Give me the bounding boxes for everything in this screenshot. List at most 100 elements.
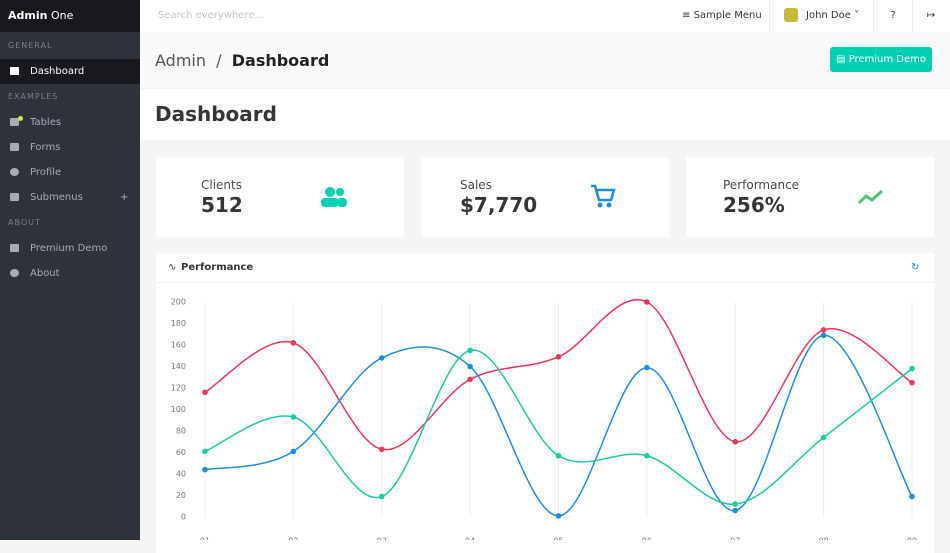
series-line [204, 299, 913, 451]
stat-card: Performance 256% [686, 157, 934, 237]
brand-light: One [50, 9, 74, 22]
title-bar: Admin / Dashboard ▤ Premium Demo [140, 32, 950, 89]
menu-text: Dashboard [30, 66, 85, 77]
menu-text: Forms [30, 142, 61, 153]
data-point [644, 299, 650, 305]
data-point [202, 448, 208, 455]
brand-bold: Admin [8, 9, 48, 22]
x-tick-label: 03 [377, 537, 387, 541]
data-point [732, 438, 739, 445]
stat-card: Clients 512 [156, 157, 404, 237]
menu-item[interactable]: Premium Demo [0, 236, 140, 261]
menu-text: Tables [30, 117, 62, 128]
data-point [378, 493, 385, 500]
brand[interactable]: Admin One [0, 0, 140, 32]
y-tick-label: 180 [171, 319, 186, 328]
menu-item[interactable]: Profile [0, 160, 140, 185]
data-point [202, 389, 208, 396]
y-tick-label: 20 [176, 491, 186, 500]
menu-item[interactable]: Submenus + [0, 185, 140, 210]
y-tick-label: 60 [176, 448, 186, 457]
y-tick-label: 200 [171, 298, 186, 307]
page: Admin One GENERAL Dashboard EXAMPLES Tab… [0, 0, 950, 540]
data-point [202, 466, 208, 473]
hero-title: Dashboard [155, 102, 277, 126]
x-tick-label: 07 [730, 537, 740, 541]
refresh-button[interactable]: ↻ [911, 262, 920, 273]
navbar: Search everywhere... ≡ Sample Menu ˅ Joh… [140, 0, 950, 53]
data-point [644, 364, 650, 371]
card-value: 512 [201, 193, 243, 217]
menu-item[interactable]: Dashboard [0, 59, 140, 84]
x-tick-label: 04 [465, 537, 475, 541]
sidebar: Admin One GENERAL Dashboard EXAMPLES Tab… [0, 0, 140, 540]
breadcrumb-item[interactable]: Admin [155, 51, 206, 70]
y-tick-label: 160 [171, 341, 186, 350]
performance-icon [857, 189, 884, 205]
data-point [290, 340, 297, 346]
series-line [204, 349, 913, 505]
y-tick-label: 0 [181, 513, 186, 522]
menu-item[interactable]: About [0, 261, 140, 286]
x-tick-label: 08 [819, 537, 829, 541]
sample-menu[interactable]: ≡ Sample Menu ˅ [660, 0, 770, 53]
section-label: EXAMPLES [8, 92, 59, 101]
card-value: $7,770 [460, 193, 538, 217]
data-point [467, 363, 473, 370]
menu-text: Profile [30, 167, 62, 178]
help-button[interactable]: ? [874, 0, 913, 32]
card-label: Performance [723, 178, 800, 192]
data-point [378, 446, 385, 453]
data-point [290, 414, 297, 420]
user-name: John Doe [806, 10, 851, 21]
y-tick-label: 100 [171, 405, 186, 414]
chart: 01 02 03 04 05 06 07 08 09 0 20 40 60 80 100 120 140 160 1… [171, 298, 917, 541]
data-point [820, 332, 827, 339]
x-tick-label: 09 [907, 537, 917, 541]
data-point [909, 365, 915, 372]
data-point [555, 513, 562, 519]
card-label: Clients [201, 178, 242, 192]
chart-card-title: Performance [181, 262, 254, 273]
data-point [644, 452, 650, 459]
user-menu[interactable]: John Doe ˅ [770, 0, 874, 32]
x-tick-label: 01 [200, 537, 210, 541]
breadcrumb: Admin / Dashboard [155, 51, 330, 70]
card-label: Sales [460, 178, 492, 192]
data-point [555, 354, 562, 360]
logout-button[interactable]: ↦ [926, 10, 936, 21]
menu-text: Submenus [30, 192, 83, 203]
series-line [204, 334, 913, 517]
data-point [732, 507, 739, 514]
menu-label: Sample Menu [693, 10, 762, 21]
menu-item[interactable]: Forms [0, 135, 140, 160]
sales-icon [591, 184, 616, 208]
data-point [820, 327, 827, 333]
data-point [732, 501, 739, 507]
data-point [467, 347, 473, 354]
section-label: GENERAL [8, 41, 53, 50]
data-point [290, 448, 297, 455]
x-tick-label: 05 [553, 537, 563, 541]
y-tick-label: 40 [176, 470, 186, 479]
y-tick-label: 120 [171, 384, 186, 393]
menu-text: Premium Demo [30, 243, 108, 254]
data-point [820, 434, 827, 441]
menu-item[interactable]: Tables [0, 110, 140, 135]
data-point [378, 355, 385, 361]
menu-text: About [30, 268, 60, 279]
chart-card [156, 253, 934, 553]
data-point [555, 452, 562, 459]
y-tick-label: 140 [171, 362, 186, 371]
button-text: Premium Demo [848, 54, 927, 65]
stat-card: Sales $7,770 [421, 157, 669, 237]
data-point [909, 379, 915, 386]
premium-button[interactable]: ▤ Premium Demo [830, 47, 932, 72]
x-tick-label: 02 [288, 537, 298, 541]
data-point [467, 376, 473, 383]
x-tick-label: 06 [642, 537, 652, 541]
data-point [909, 493, 915, 500]
search-input[interactable]: Search everywhere... [158, 10, 265, 21]
section-label: ABOUT [8, 218, 41, 227]
hero: Dashboard [140, 89, 950, 140]
